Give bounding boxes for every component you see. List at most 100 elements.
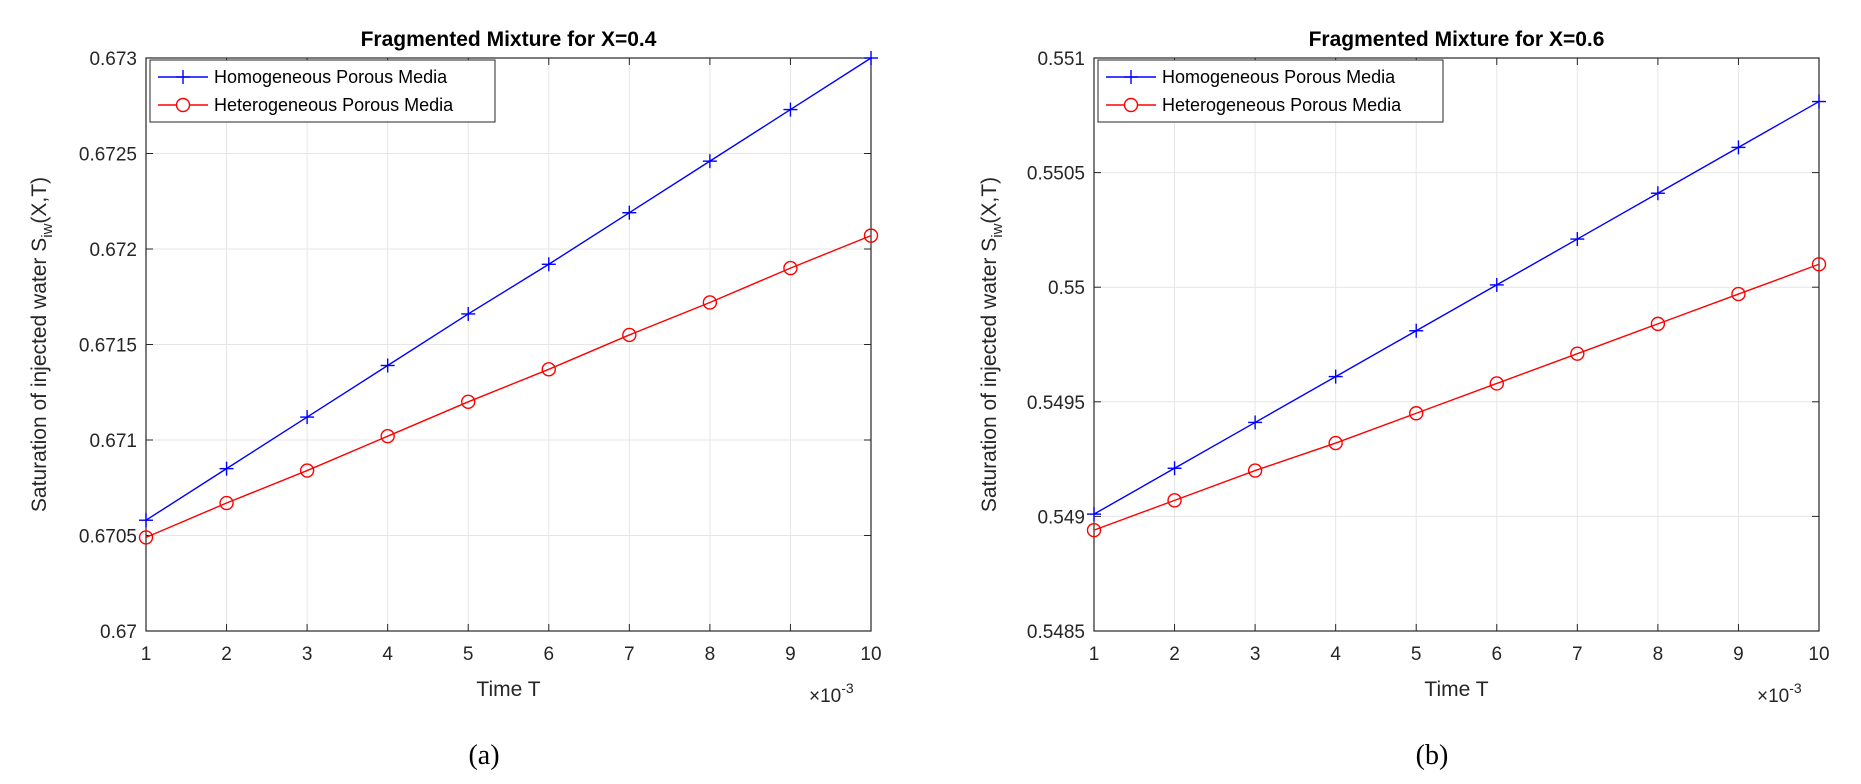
- data-point-circle: [1731, 286, 1746, 302]
- legend-entry: Heterogeneous Porous Media: [214, 95, 454, 115]
- data-point-plus: [1409, 323, 1424, 338]
- x-tick-label: 7: [1572, 644, 1583, 665]
- series-line: [1093, 100, 1820, 515]
- x-tick-label: 1: [1089, 644, 1100, 665]
- data-point-circle: [702, 295, 718, 310]
- x-tick-label: 9: [785, 644, 796, 665]
- x-axis-label: Time T: [1424, 678, 1488, 701]
- series-homogeneous: [139, 51, 878, 528]
- x-tick-label: 8: [1653, 644, 1664, 665]
- y-tick-label: 0.672: [89, 240, 137, 261]
- legend-entry: Heterogeneous Porous Media: [1162, 95, 1402, 115]
- data-point-circle: [1650, 316, 1666, 332]
- x-axis-label: Time T: [476, 678, 540, 701]
- x-tick-label: 6: [1491, 644, 1502, 665]
- data-point-plus: [1167, 461, 1182, 476]
- legend-entry: Homogeneous Porous Media: [1162, 67, 1396, 87]
- x-tick-label: 3: [302, 644, 313, 665]
- y-label-main: Saturation of injected water S: [978, 238, 1001, 512]
- data-point-plus: [1731, 140, 1746, 155]
- data-point-circle: [1489, 376, 1504, 391]
- x-tick-label: 7: [624, 644, 635, 665]
- plot-area: [1094, 58, 1819, 631]
- data-point-circle: [1247, 463, 1263, 478]
- y-tick-label: 0.67: [100, 622, 137, 643]
- series-line: [145, 57, 872, 521]
- series-heterogeneous: [1086, 257, 1827, 538]
- x-axis-multiplier: ×10-3: [809, 680, 854, 707]
- data-point-plus: [1328, 369, 1343, 384]
- data-point-plus: [380, 358, 395, 373]
- data-point-plus: [219, 461, 234, 476]
- data-point-plus: [1812, 94, 1826, 109]
- data-point-plus: [1248, 415, 1263, 430]
- data-point-plus: [139, 513, 153, 528]
- x-tick-label: 9: [1733, 644, 1744, 665]
- data-point-circle: [622, 327, 637, 343]
- data-point-plus: [622, 205, 637, 220]
- data-point-plus: [702, 154, 717, 169]
- x-tick-label: 2: [221, 644, 232, 665]
- data-point-circle: [380, 428, 395, 444]
- series-heterogeneous: [138, 228, 879, 545]
- y-label-subscript: iw: [989, 223, 1006, 237]
- data-point-circle: [1167, 493, 1182, 508]
- y-axis-label: Saturation of injected water Siw(X,T): [978, 177, 1006, 512]
- y-tick-label: 0.673: [89, 49, 137, 70]
- data-point-circle: [219, 495, 234, 511]
- legend: Homogeneous Porous Media Heterogeneous Po…: [149, 59, 496, 123]
- data-point-circle: [1086, 522, 1102, 538]
- data-point-circle: [138, 530, 154, 545]
- data-point-plus: [864, 51, 878, 65]
- y-label-main: Saturation of injected water S: [28, 238, 51, 512]
- y-label-tail: (X,T): [978, 177, 1001, 224]
- subfigure-caption: (a): [468, 740, 499, 771]
- data-point-circle: [1570, 346, 1585, 361]
- x-multiplier-exponent: -3: [841, 680, 854, 696]
- subfigure-caption: (b): [1416, 740, 1449, 771]
- x-multiplier-base: ×10: [1757, 686, 1789, 707]
- x-tick-label: 3: [1250, 644, 1261, 665]
- x-multiplier-exponent: -3: [1789, 680, 1802, 696]
- chart-panel-b: 1 2 3 4 5 6 7 8 9 10 0.5485 0.549 0.5495 0.55 0.5505 0.…: [978, 28, 1830, 771]
- x-tick-label: 10: [860, 644, 881, 665]
- data-point-circle: [1811, 257, 1827, 272]
- legend-circle: [175, 97, 191, 113]
- chart-panel-a: 1 2 3 4 5 6 7 8 9 10 0.67 0.6705 0.671 0.6715 0.672 0.6…: [28, 28, 882, 771]
- x-tick-label: 8: [705, 644, 716, 665]
- data-point-plus: [1489, 277, 1504, 292]
- y-tick-label: 0.671: [89, 431, 137, 452]
- series-line: [145, 234, 872, 539]
- x-tick-label: 1: [141, 644, 152, 665]
- data-point-plus: [541, 257, 556, 272]
- y-tick-label: 0.5485: [1027, 622, 1085, 643]
- data-point-circle: [1409, 406, 1424, 421]
- data-point-circle: [461, 394, 476, 409]
- legend-circle: [1123, 97, 1139, 113]
- y-axis-label: Saturation of injected water Siw(X,T): [28, 177, 56, 512]
- series-homogeneous: [1087, 94, 1826, 522]
- data-point-plus: [461, 306, 476, 321]
- x-tick-label: 4: [382, 644, 393, 665]
- x-multiplier-base: ×10: [809, 686, 841, 707]
- chart-title: Fragmented Mixture for X=0.4: [361, 28, 657, 51]
- data-point-circle: [863, 228, 879, 243]
- x-tick-label: 2: [1169, 644, 1180, 665]
- chart-title: Fragmented Mixture for X=0.6: [1309, 28, 1605, 51]
- x-tick-label: 10: [1808, 644, 1829, 665]
- y-tick-label: 0.5495: [1027, 393, 1085, 414]
- x-tick-label: 4: [1330, 644, 1341, 665]
- x-tick-label: 6: [543, 644, 554, 665]
- axes-box: [1093, 57, 1820, 632]
- data-point-plus: [783, 102, 798, 117]
- data-point-circle: [299, 463, 315, 478]
- data-point-circle: [1328, 435, 1343, 451]
- data-point-plus: [1087, 507, 1101, 522]
- y-tick-label: 0.55: [1048, 278, 1085, 299]
- legend: Homogeneous Porous Media Heterogeneous Po…: [1097, 59, 1444, 123]
- y-tick-label: 0.6715: [79, 336, 137, 357]
- y-label-subscript: iw: [39, 223, 56, 237]
- data-point-plus: [1650, 186, 1665, 201]
- legend-entry: Homogeneous Porous Media: [214, 67, 448, 87]
